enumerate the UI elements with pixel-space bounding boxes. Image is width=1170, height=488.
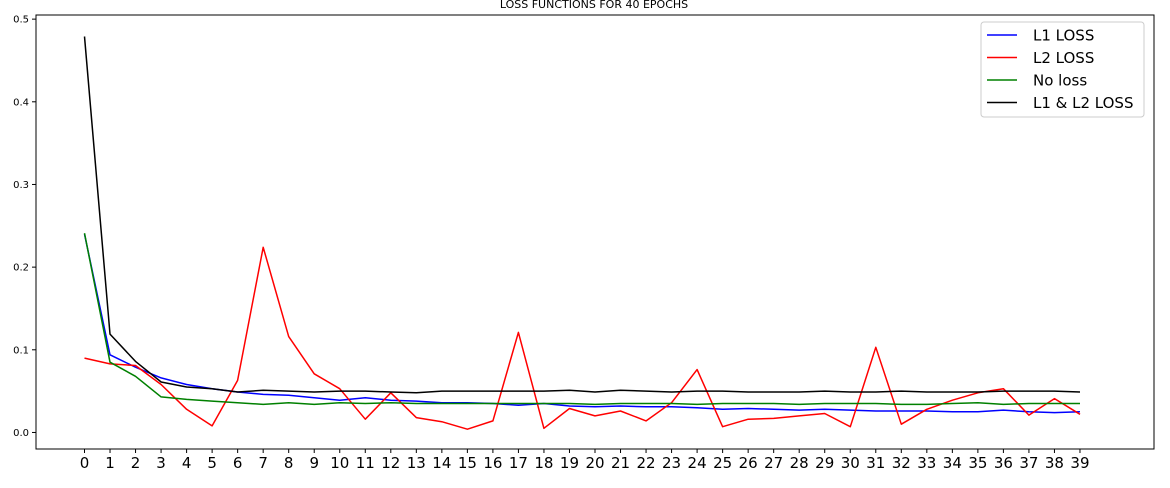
y-tick-label: 0.0 [13,428,29,439]
x-tick-label: 19 [560,454,579,472]
x-tick-label: 35 [968,454,987,472]
x-tick-label: 9 [309,454,319,472]
x-tick-label: 38 [1045,454,1064,472]
legend-label: No loss [1033,72,1087,90]
y-axis: 0.0 0.1 0.2 0.3 0.4 0.5 [13,15,36,439]
x-tick-label: 22 [637,454,656,472]
x-tick-label: 13 [407,454,426,472]
x-tick-label: 31 [866,454,885,472]
x-tick-label: 5 [207,454,217,472]
x-tick-label: 20 [585,454,604,472]
x-tick-label: 2 [131,454,141,472]
x-tick-label: 25 [713,454,732,472]
x-tick-label: 37 [1019,454,1038,472]
x-tick-label: 14 [432,454,451,472]
x-tick-label: 30 [841,454,860,472]
x-tick-label: 7 [258,454,268,472]
y-tick-label: 0.1 [13,345,29,356]
x-tick-label: 10 [330,454,349,472]
x-tick-label: 36 [994,454,1013,472]
x-tick-label: 17 [509,454,528,472]
x-tick-label: 3 [156,454,166,472]
x-tick-label: 0 [80,454,90,472]
x-tick-label: 12 [381,454,400,472]
x-axis: 0 1 2 3 4 5 6 7 8 9 10 11 12 13 14 15 16 17 18 19 20 21 22 23 24… [80,449,1090,472]
legend: L1 LOSS L2 LOSS No loss L1 & L2 LOSS [980,21,1145,118]
x-tick-label: 27 [764,454,783,472]
x-tick-label: 23 [662,454,681,472]
x-tick-label: 15 [458,454,477,472]
x-tick-label: 21 [611,454,630,472]
series-lines [83,36,1081,430]
y-tick-label: 0.4 [13,97,29,108]
x-tick-label: 4 [182,454,192,472]
x-tick-label: 39 [1070,454,1089,472]
x-tick-label: 6 [233,454,243,472]
x-tick-label: 1 [105,454,115,472]
x-tick-label: 24 [688,454,707,472]
x-tick-label: 8 [284,454,294,472]
series-line-no-loss [83,233,1080,406]
chart-title: LOSS FUNCTIONS FOR 40 EPOCHS [500,0,688,11]
legend-label: L2 LOSS [1033,49,1094,67]
x-tick-label: 34 [943,454,962,472]
legend-box [980,21,1145,118]
x-tick-label: 32 [892,454,911,472]
x-tick-label: 16 [483,454,502,472]
legend-label: L1 & L2 LOSS [1033,94,1133,112]
x-tick-label: 29 [815,454,834,472]
x-tick-label: 11 [356,454,375,472]
series-line-l1-l2-loss [83,36,1081,394]
y-tick-label: 0.3 [13,180,29,191]
y-tick-label: 0.2 [13,263,29,274]
series-line-l1-loss [83,233,1081,414]
series-line-l2-loss [84,246,1081,430]
x-tick-label: 33 [917,454,936,472]
x-tick-label: 18 [534,454,553,472]
x-tick-label: 26 [739,454,758,472]
legend-label: L1 LOSS [1033,27,1094,45]
x-tick-label: 28 [790,454,809,472]
y-tick-label: 0.5 [13,15,29,26]
